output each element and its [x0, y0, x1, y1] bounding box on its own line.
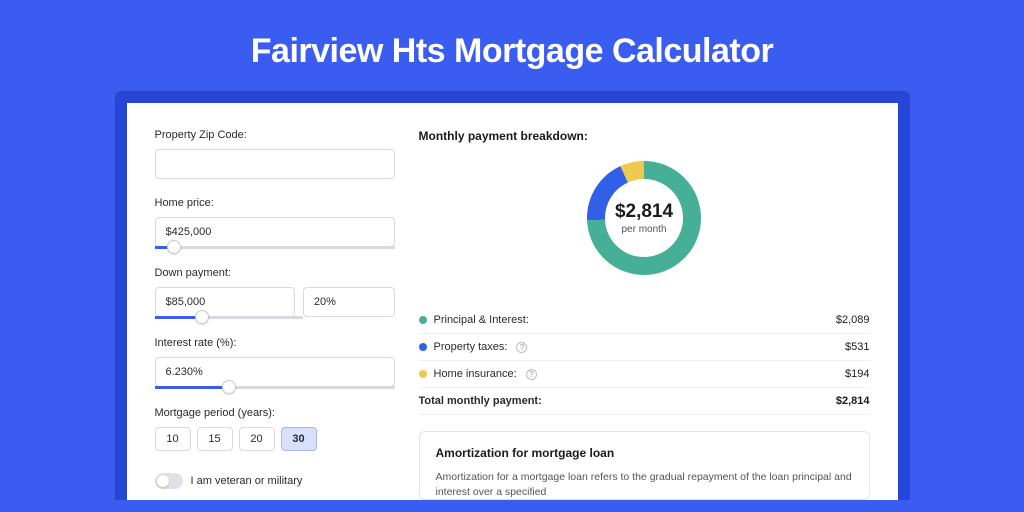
- period-btn-20[interactable]: 20: [239, 427, 275, 451]
- veteran-toggle-knob: [157, 475, 169, 487]
- donut-sub: per month: [621, 224, 666, 235]
- veteran-toggle-row: I am veteran or military: [155, 473, 395, 489]
- period-label: Mortgage period (years):: [155, 407, 395, 419]
- legend-value-taxes: $531: [845, 341, 869, 353]
- zip-field-group: Property Zip Code:: [155, 129, 395, 179]
- form-column: Property Zip Code: Home price: Down paym…: [155, 129, 395, 500]
- interest-rate-slider-fill: [155, 386, 229, 389]
- amortization-text: Amortization for a mortgage loan refers …: [436, 470, 853, 499]
- veteran-toggle-label: I am veteran or military: [191, 475, 303, 487]
- down-payment-slider[interactable]: [155, 316, 304, 319]
- interest-rate-slider-thumb[interactable]: [222, 380, 236, 394]
- legend-dot-taxes: [419, 343, 427, 351]
- period-btn-30[interactable]: 30: [281, 427, 317, 451]
- shadow-wrapper: Property Zip Code: Home price: Down paym…: [115, 91, 910, 500]
- legend-label-principal: Principal & Interest:: [434, 314, 529, 326]
- legend-label-total: Total monthly payment:: [419, 395, 542, 407]
- home-price-label: Home price:: [155, 197, 395, 209]
- page-title: Fairview Hts Mortgage Calculator: [0, 0, 1024, 91]
- home-price-slider[interactable]: [155, 246, 395, 249]
- down-payment-percent-input[interactable]: [303, 287, 395, 317]
- legend-dot-principal: [419, 316, 427, 324]
- legend-value-principal: $2,089: [836, 314, 870, 326]
- legend-dot-insurance: [419, 370, 427, 378]
- home-price-slider-thumb[interactable]: [167, 240, 181, 254]
- down-payment-field-group: Down payment:: [155, 267, 395, 319]
- amortization-title: Amortization for mortgage loan: [436, 446, 853, 460]
- donut-chart: $2,814 per month: [581, 155, 707, 281]
- info-icon[interactable]: ?: [516, 342, 527, 353]
- info-icon[interactable]: ?: [526, 369, 537, 380]
- breakdown-title: Monthly payment breakdown:: [419, 129, 870, 143]
- zip-input[interactable]: [155, 149, 395, 179]
- zip-label: Property Zip Code:: [155, 129, 395, 141]
- period-button-group: 10 15 20 30: [155, 427, 395, 451]
- legend-label-insurance: Home insurance:: [434, 368, 517, 380]
- down-payment-amount-input[interactable]: [155, 287, 295, 317]
- calculator-card: Property Zip Code: Home price: Down paym…: [127, 103, 898, 500]
- veteran-toggle[interactable]: [155, 473, 183, 489]
- interest-rate-field-group: Interest rate (%):: [155, 337, 395, 389]
- legend-label-taxes: Property taxes:: [434, 341, 508, 353]
- legend-row-insurance: Home insurance: ? $194: [419, 361, 870, 388]
- legend-value-insurance: $194: [845, 368, 869, 380]
- legend-row-principal: Principal & Interest: $2,089: [419, 307, 870, 334]
- legend-value-total: $2,814: [836, 395, 870, 407]
- donut-center: $2,814 per month: [581, 155, 707, 281]
- donut-wrap: $2,814 per month: [419, 155, 870, 281]
- home-price-field-group: Home price:: [155, 197, 395, 249]
- legend-row-taxes: Property taxes: ? $531: [419, 334, 870, 361]
- period-btn-10[interactable]: 10: [155, 427, 191, 451]
- legend-row-total: Total monthly payment: $2,814: [419, 388, 870, 415]
- home-price-input[interactable]: [155, 217, 395, 247]
- interest-rate-slider[interactable]: [155, 386, 395, 389]
- interest-rate-label: Interest rate (%):: [155, 337, 395, 349]
- breakdown-column: Monthly payment breakdown: $2,814 per mo…: [419, 129, 870, 500]
- period-field-group: Mortgage period (years): 10 15 20 30: [155, 407, 395, 451]
- interest-rate-input[interactable]: [155, 357, 395, 387]
- donut-amount: $2,814: [615, 201, 673, 223]
- amortization-card: Amortization for mortgage loan Amortizat…: [419, 431, 870, 500]
- down-payment-label: Down payment:: [155, 267, 395, 279]
- period-btn-15[interactable]: 15: [197, 427, 233, 451]
- down-payment-slider-thumb[interactable]: [195, 310, 209, 324]
